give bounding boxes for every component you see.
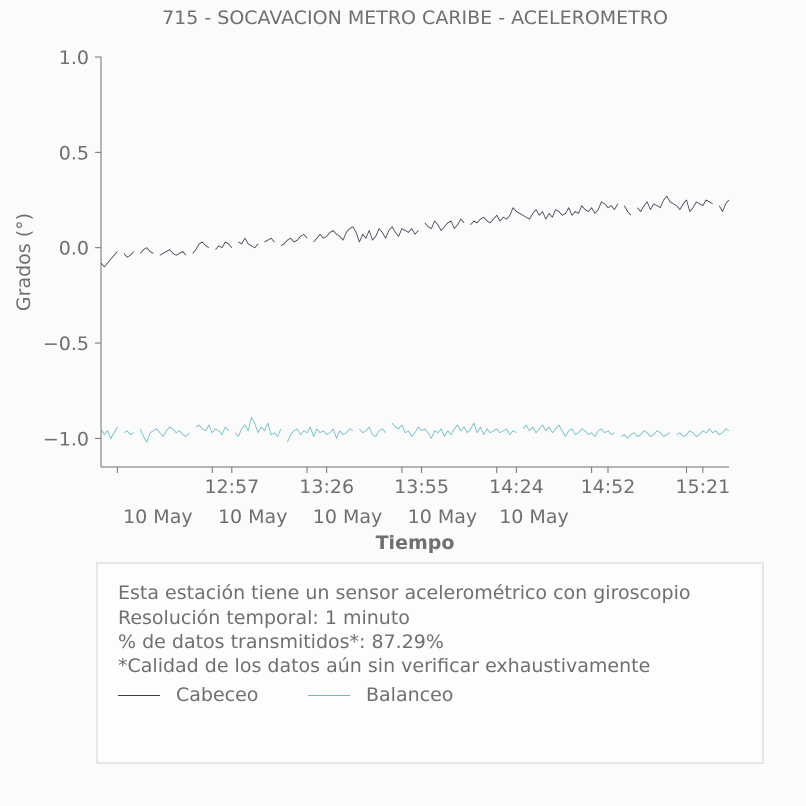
x-tick-date-label: 10 May	[499, 506, 569, 528]
y-ticks: 1.0 0.5 0.0 −0.5 −1.0	[43, 47, 101, 450]
info-sensor-text: Esta estación tiene un sensor aceleromét…	[118, 582, 691, 604]
series-group	[100, 195, 730, 443]
legend-label-cabeceo: Cabeceo	[176, 684, 259, 706]
legend-swatch-balanceo	[308, 694, 350, 696]
x-tick-time-label: 12:57	[204, 476, 259, 498]
x-axis-label: Tiempo	[376, 532, 455, 554]
y-tick-label: −1.0	[43, 428, 89, 450]
series-line-balanceo	[100, 417, 730, 443]
chart-title: 715 - SOCAVACION METRO CARIBE - ACELEROM…	[162, 7, 668, 29]
series-line-cabeceo	[100, 195, 730, 268]
x-tick-date-label: 10 May	[218, 506, 288, 528]
legend-label-balanceo: Balanceo	[366, 684, 454, 706]
y-tick-label: 0.5	[59, 142, 89, 164]
x-tick-date-label: 10 May	[123, 506, 193, 528]
legend-item-cabeceo: Cabeceo	[118, 684, 258, 706]
x-tick-time-label: 15:21	[675, 476, 730, 498]
x-ticks: 12:57 10 May 13:26 10 May 13:55 10 May 14:24 10…	[116, 467, 730, 528]
x-tick-time-label: 14:24	[489, 476, 544, 498]
x-tick-time-label: 13:55	[394, 476, 449, 498]
y-tick-label: −0.5	[43, 333, 89, 355]
info-box: Esta estación tiene un sensor aceleromét…	[96, 562, 764, 764]
x-tick-time-label: 13:26	[299, 476, 354, 498]
x-tick-date-label: 10 May	[313, 506, 383, 528]
x-tick-date-label: 10 May	[408, 506, 478, 528]
legend-swatch-cabeceo	[118, 694, 160, 696]
info-transmitted-text: % de datos transmitidos*: 87.29%	[118, 631, 444, 653]
y-tick-label: 0.0	[59, 238, 89, 260]
legend-item-balanceo: Balanceo	[308, 684, 453, 706]
info-resolution-text: Resolución temporal: 1 minuto	[118, 607, 410, 629]
chart: 715 - SOCAVACION METRO CARIBE - ACELEROM…	[13, 7, 730, 554]
info-quality-note: *Calidad de los datos aún sin verificar …	[118, 655, 651, 677]
y-tick-label: 1.0	[59, 47, 89, 69]
y-axis-label: Grados (°)	[13, 213, 35, 311]
x-tick-time-label: 14:52	[581, 476, 636, 498]
